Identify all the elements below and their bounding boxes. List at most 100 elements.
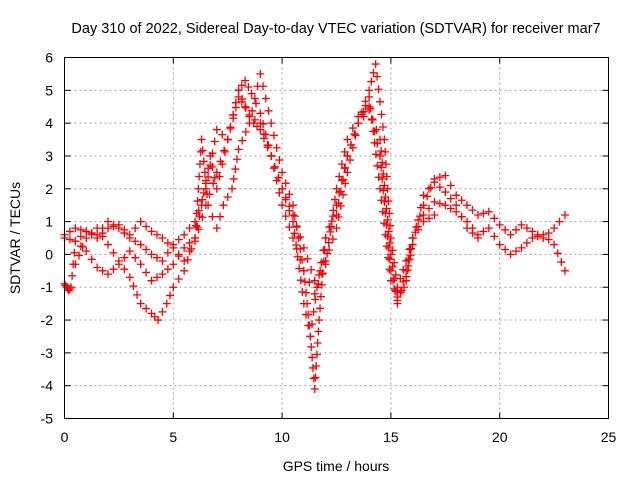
data-point xyxy=(104,217,113,226)
data-point xyxy=(381,230,390,239)
data-point xyxy=(304,310,313,319)
data-point xyxy=(212,184,221,193)
data-point xyxy=(381,147,390,156)
data-point xyxy=(272,143,281,152)
data-point xyxy=(550,240,559,249)
data-point xyxy=(209,179,218,188)
data-point xyxy=(321,234,330,242)
data-point xyxy=(452,201,461,210)
data-point xyxy=(311,295,320,304)
data-point xyxy=(120,253,129,262)
data-point xyxy=(343,168,352,177)
data-point xyxy=(382,160,391,169)
data-point xyxy=(295,264,304,273)
data-point xyxy=(125,234,134,242)
data-point xyxy=(415,212,424,221)
data-point xyxy=(351,131,360,140)
data-point xyxy=(423,192,432,201)
data-point xyxy=(131,224,140,233)
data-point xyxy=(98,266,107,275)
data-point xyxy=(446,194,455,203)
data-point xyxy=(142,222,151,231)
data-point xyxy=(248,106,257,115)
data-point xyxy=(396,288,405,297)
data-point xyxy=(374,173,383,182)
data-point xyxy=(212,168,221,177)
data-point xyxy=(340,147,349,156)
data-point xyxy=(196,147,205,156)
data-point xyxy=(384,253,393,262)
grid xyxy=(64,57,609,419)
data-point xyxy=(93,263,102,272)
data-point xyxy=(199,157,208,166)
data-point xyxy=(125,273,134,282)
data-point xyxy=(180,256,189,265)
data-point xyxy=(174,275,183,284)
data-point xyxy=(238,95,247,104)
plot-frame xyxy=(64,57,609,419)
data-point xyxy=(367,115,376,124)
data-point xyxy=(204,172,213,181)
data-point xyxy=(386,276,395,285)
data-point xyxy=(69,260,78,269)
data-point xyxy=(330,195,339,204)
data-point xyxy=(204,201,213,210)
data-point xyxy=(369,127,378,136)
data-point xyxy=(306,332,315,341)
y-tick-label: 1 xyxy=(45,214,53,230)
data-point xyxy=(303,299,312,308)
y-axis-label: SDTVAR / TECUs xyxy=(7,182,23,294)
data-point xyxy=(82,247,91,256)
data-point xyxy=(311,373,320,382)
data-point xyxy=(361,101,370,110)
data-point xyxy=(446,204,455,213)
data-point xyxy=(194,184,203,193)
data-point xyxy=(299,243,308,252)
data-point xyxy=(218,130,227,139)
data-point xyxy=(147,250,156,259)
data-point xyxy=(473,234,482,242)
y-tick-label: 2 xyxy=(45,181,53,197)
data-point xyxy=(191,217,200,226)
data-point xyxy=(82,227,91,236)
data-point xyxy=(65,235,74,244)
data-point xyxy=(414,215,423,224)
data-point xyxy=(261,130,270,139)
data-point xyxy=(65,284,74,293)
data-point xyxy=(501,225,510,234)
data-point xyxy=(424,204,433,213)
data-point xyxy=(378,122,387,131)
data-point xyxy=(426,183,435,192)
data-point xyxy=(386,221,395,230)
data-point xyxy=(341,179,350,188)
data-point xyxy=(312,283,321,292)
data-point xyxy=(336,201,345,210)
data-point xyxy=(67,283,76,292)
data-point xyxy=(212,125,221,134)
data-point xyxy=(506,230,515,239)
data-point xyxy=(187,244,196,253)
data-point xyxy=(162,299,171,308)
data-point xyxy=(226,123,235,132)
data-point xyxy=(302,288,311,297)
data-point xyxy=(380,135,389,144)
data-point xyxy=(206,161,215,170)
data-point xyxy=(332,224,341,233)
data-points xyxy=(60,60,569,393)
data-point xyxy=(376,184,385,193)
data-point xyxy=(328,235,337,244)
data-point xyxy=(223,135,232,144)
data-point xyxy=(198,195,207,204)
data-point xyxy=(220,146,229,155)
data-point xyxy=(142,245,151,254)
data-point xyxy=(346,156,355,165)
data-point xyxy=(218,160,227,169)
data-point xyxy=(78,242,87,251)
data-point xyxy=(212,224,221,233)
data-point xyxy=(193,223,202,232)
data-point xyxy=(136,240,145,249)
data-point xyxy=(396,274,405,283)
data-point xyxy=(335,188,344,197)
data-point xyxy=(348,143,357,152)
data-point xyxy=(312,350,321,359)
